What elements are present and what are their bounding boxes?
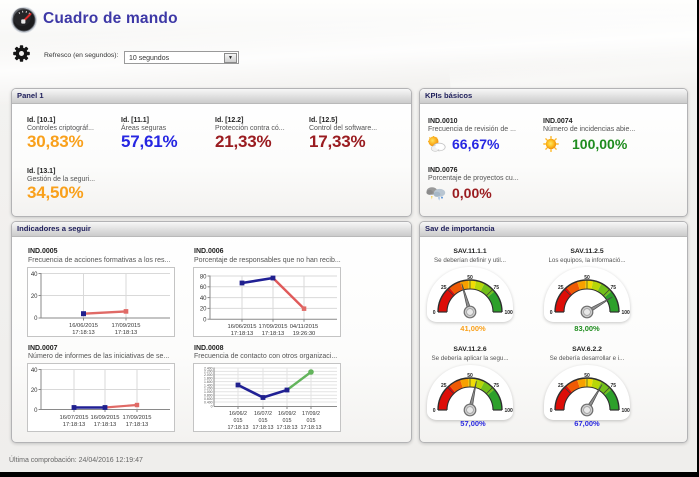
svg-text:0: 0 [433,408,436,414]
svg-text:0: 0 [550,310,553,316]
svg-text:50: 50 [467,373,473,379]
svg-text:16/06/2015: 16/06/2015 [69,323,98,329]
svg-text:40: 40 [31,272,38,278]
svg-text:0: 0 [34,316,38,322]
svg-text:17:18:13: 17:18:13 [277,425,298,431]
svg-text:16/06/2015: 16/06/2015 [227,324,256,330]
svg-text:2.200: 2.200 [204,370,213,374]
svg-text:17/09/2015: 17/09/2015 [111,323,140,329]
svg-text:0: 0 [550,408,553,414]
svg-text:04/11/2015: 04/11/2015 [290,324,319,330]
svg-text:17:18:13: 17:18:13 [115,330,138,336]
svg-text:20: 20 [31,294,38,300]
svg-text:0: 0 [34,408,38,414]
svg-text:80: 80 [200,274,207,280]
svg-text:17:18:13: 17:18:13 [126,422,149,428]
svg-text:17:18:13: 17:18:13 [228,425,249,431]
svg-text:015: 015 [259,418,268,424]
svg-text:1.000: 1.000 [204,390,213,394]
svg-text:20: 20 [200,307,207,313]
svg-text:100: 100 [622,408,631,414]
svg-text:17:18:13: 17:18:13 [301,425,322,431]
svg-text:1.400: 1.400 [204,383,213,387]
svg-text:50: 50 [584,373,590,379]
svg-text:1.800: 1.800 [204,377,213,381]
svg-text:25: 25 [558,285,564,291]
svg-text:16/06/2: 16/06/2 [229,411,247,417]
svg-text:015: 015 [234,418,243,424]
svg-text:75: 75 [611,383,617,389]
svg-text:0.800: 0.800 [204,394,213,398]
svg-text:2.000: 2.000 [204,373,213,377]
svg-text:17:18:13: 17:18:13 [72,330,95,336]
svg-text:25: 25 [441,285,447,291]
svg-text:0: 0 [203,318,207,324]
svg-text:0: 0 [211,405,213,409]
svg-text:75: 75 [494,383,500,389]
svg-text:17:18:13: 17:18:13 [253,425,274,431]
svg-text:16/07/2: 16/07/2 [254,411,272,417]
svg-text:50: 50 [584,275,590,281]
svg-text:015: 015 [307,418,316,424]
svg-text:17/09/2015: 17/09/2015 [258,324,287,330]
svg-text:0: 0 [433,310,436,316]
svg-text:19:26:30: 19:26:30 [293,331,316,337]
svg-text:40: 40 [200,296,207,302]
svg-text:16/07/2015: 16/07/2015 [59,415,88,421]
svg-text:100: 100 [505,310,514,316]
svg-text:100: 100 [622,310,631,316]
svg-text:100: 100 [505,408,514,414]
svg-text:17:18:13: 17:18:13 [262,331,285,337]
svg-text:20: 20 [31,388,38,394]
svg-text:1.200: 1.200 [204,387,213,391]
svg-text:75: 75 [611,285,617,291]
svg-text:25: 25 [558,383,564,389]
svg-text:0.600: 0.600 [204,397,213,401]
svg-text:50: 50 [467,275,473,281]
svg-text:17/09/2015: 17/09/2015 [122,415,151,421]
svg-text:0.400: 0.400 [204,400,213,404]
svg-text:015: 015 [283,418,292,424]
svg-text:17:18:13: 17:18:13 [231,331,254,337]
svg-text:17/09/2: 17/09/2 [302,411,320,417]
svg-text:60: 60 [200,285,207,291]
svg-text:17:18:13: 17:18:13 [63,422,86,428]
svg-text:17:18:13: 17:18:13 [94,422,117,428]
svg-text:40: 40 [31,368,38,374]
svg-text:16/09/2015: 16/09/2015 [90,415,119,421]
svg-text:1.600: 1.600 [204,380,213,384]
svg-text:2.400: 2.400 [204,366,213,370]
svg-text:25: 25 [441,383,447,389]
svg-text:75: 75 [494,285,500,291]
svg-text:16/09/2: 16/09/2 [278,411,296,417]
